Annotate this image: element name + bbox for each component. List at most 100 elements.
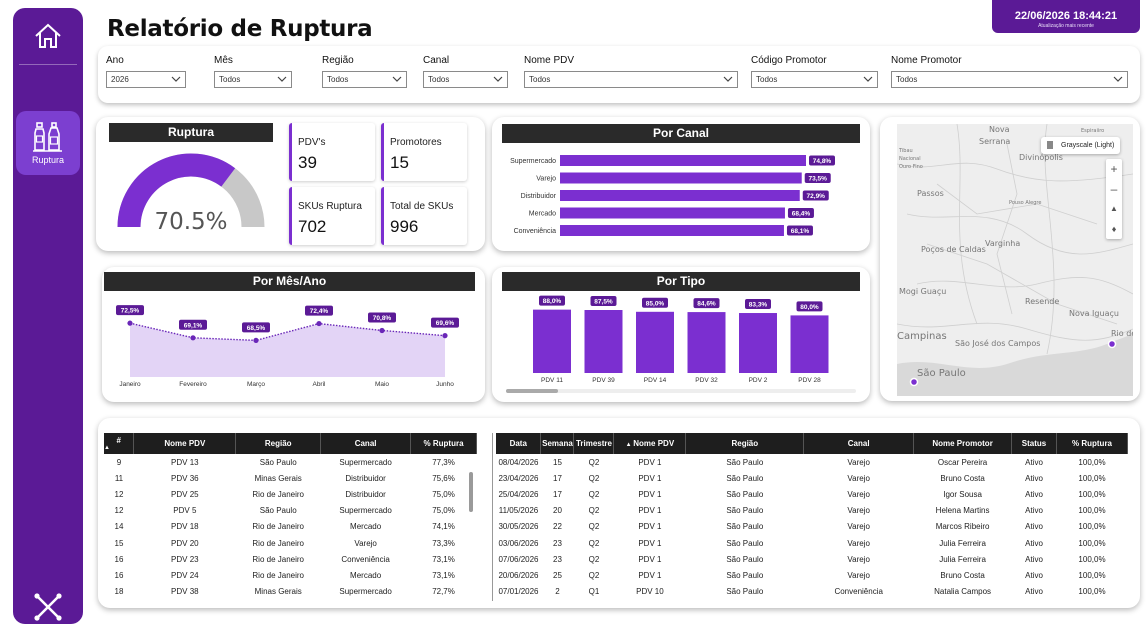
details-table-row[interactable]: 07/01/2026 2 Q1 PDV 10 São Paulo Conveniência… — [496, 584, 1128, 600]
col-canal-2[interactable]: Canal — [803, 433, 915, 454]
col-ruptura[interactable]: % Ruptura — [410, 433, 477, 454]
details-table-row[interactable]: 23/04/2026 17 Q2 PDV 1 São Paulo Varejo Bruno … — [496, 470, 1128, 486]
ranking-table-cell: Mercado — [350, 522, 382, 532]
ranking-table-row[interactable]: 12 PDV 5 São Paulo Supermercado 75,0% — [104, 503, 477, 519]
details-table-row[interactable]: 30/05/2026 22 Q2 PDV 1 São Paulo Varejo Marcos… — [496, 519, 1128, 535]
zoom-in-icon[interactable]: + — [1110, 162, 1118, 176]
map-view[interactable]: Nova Serrana Espiraiiro Tibau Nacional O… — [897, 124, 1133, 396]
filter-ano-select[interactable]: 2026 — [106, 71, 186, 88]
col-nome-promotor[interactable]: Nome Promotor — [913, 433, 1013, 454]
canal-bar[interactable] — [560, 207, 785, 219]
details-table-cell: Ativo — [1025, 587, 1043, 597]
horizontal-scrollbar[interactable] — [506, 389, 856, 393]
filter-nome-pdv-select[interactable]: Todos — [524, 71, 738, 88]
ranking-table-row[interactable]: 9 PDV 13 São Paulo Supermercado 77,3% — [104, 454, 477, 470]
mes-point[interactable] — [253, 337, 259, 343]
filter-regiao-select[interactable]: Todos — [322, 71, 407, 88]
details-header-row: Data Semana Trimestre ▲ Nome PDV Região … — [496, 433, 1128, 454]
map-style-label: Grayscale (Light) — [1061, 142, 1115, 149]
filter-codigo-promotor-label: Código Promotor — [751, 55, 827, 66]
map-marker[interactable] — [1107, 339, 1117, 349]
col-semana[interactable]: Semana — [540, 433, 575, 454]
details-table-cell: Varejo — [847, 554, 870, 564]
col-regiao[interactable]: Região — [235, 433, 322, 454]
canal-data-label: 68,4% — [792, 211, 811, 218]
details-table-cell: PDV 1 — [638, 457, 662, 467]
map-marker[interactable] — [909, 377, 919, 387]
vertical-scrollbar[interactable] — [469, 472, 473, 512]
filter-canal-value: Todos — [428, 75, 450, 84]
ranking-table-cell: PDV 38 — [171, 587, 199, 597]
ranking-table-row[interactable]: 11 PDV 36 Minas Gerais Distribuidor 75,6% — [104, 470, 477, 486]
col-ruptura-2[interactable]: % Ruptura — [1056, 433, 1128, 454]
ranking-table-row[interactable]: 14 PDV 18 Rio de Janeiro Mercado 74,1% — [104, 519, 477, 535]
tipo-bar[interactable] — [636, 311, 674, 373]
ranking-table-row[interactable]: 16 PDV 23 Rio de Janeiro Conveniência 73,1% — [104, 551, 477, 567]
filter-nome-promotor-select[interactable]: Todos — [891, 71, 1128, 88]
home-button[interactable] — [30, 18, 66, 54]
col-nome-pdv[interactable]: Nome PDV — [133, 433, 237, 454]
details-table-row[interactable]: 11/05/2026 20 Q2 PDV 1 São Paulo Varejo Helena… — [496, 503, 1128, 519]
tipo-data-label: 87,5% — [594, 299, 613, 306]
canal-bar[interactable] — [560, 225, 784, 236]
ranking-table-row[interactable]: 18 PDV 38 Minas Gerais Supermercado 72,7% — [104, 584, 477, 600]
por-mes-ano-title: Por Mês/Ano — [104, 272, 475, 291]
ranking-table-cell: 72,7% — [432, 587, 455, 597]
col-regiao-2[interactable]: Região — [685, 433, 805, 454]
mes-point[interactable] — [127, 320, 133, 326]
tipo-bar[interactable] — [739, 313, 777, 373]
details-table-cell: Igor Sousa — [943, 489, 982, 499]
col-nome-pdv-2[interactable]: ▲ Nome PDV — [613, 433, 687, 454]
map-place: Espiraiiro — [1081, 128, 1104, 134]
canal-bar[interactable] — [560, 190, 800, 201]
details-table-row[interactable]: 20/06/2026 25 Q2 PDV 1 São Paulo Varejo Bruno … — [496, 567, 1128, 583]
gauge-title: Ruptura — [109, 123, 273, 142]
details-table-row[interactable]: 07/06/2026 23 Q2 PDV 1 São Paulo Varejo Julia … — [496, 551, 1128, 567]
nav-item-ruptura[interactable]: Ruptura — [16, 111, 80, 175]
filter-mes-select[interactable]: Todos — [214, 71, 292, 88]
details-table-cell: 08/04/2026 — [498, 457, 539, 467]
filter-codigo-promotor-select[interactable]: Todos — [751, 71, 878, 88]
mes-point[interactable] — [190, 335, 196, 341]
ranking-table-row[interactable]: 12 PDV 25 Rio de Janeiro Distribuidor 75,0% — [104, 486, 477, 502]
ranking-table-cell: Minas Gerais — [254, 473, 302, 483]
details-table-row[interactable]: 03/06/2026 23 Q2 PDV 1 São Paulo Varejo Julia … — [496, 535, 1128, 551]
details-table-row[interactable]: 25/04/2026 17 Q2 PDV 1 São Paulo Varejo Igor S… — [496, 486, 1128, 502]
canal-bar[interactable] — [560, 172, 802, 184]
canal-bar[interactable] — [560, 155, 806, 166]
kpi-promotores-value: 15 — [390, 153, 409, 172]
ranking-table-cell: 75,0% — [432, 489, 455, 499]
filter-canal-select[interactable]: Todos — [423, 71, 508, 88]
details-table-cell: Julia Ferreira — [939, 538, 986, 548]
ranking-table-row[interactable]: 15 PDV 20 Rio de Janeiro Varejo 73,3% — [104, 535, 477, 551]
tipo-bar[interactable] — [687, 312, 726, 373]
tables-card: # ▲ Nome PDV Região Canal % Ruptura 9 PDV … — [98, 418, 1140, 608]
tipo-bar[interactable] — [533, 309, 571, 373]
tipo-bar[interactable] — [790, 315, 829, 373]
mes-point[interactable] — [442, 333, 448, 339]
tilt-icon[interactable]: ▲ — [1110, 204, 1118, 213]
mes-point[interactable] — [316, 320, 322, 327]
col-trimestre[interactable]: Trimestre — [573, 433, 615, 454]
tipo-category-label: PDV 11 — [541, 377, 563, 384]
col-status[interactable]: Status — [1011, 433, 1057, 454]
compass-icon[interactable]: ♦ — [1111, 224, 1117, 234]
map-controls: + – ▲ ♦ — [1106, 159, 1122, 239]
tipo-data-label-bg — [539, 295, 565, 306]
zoom-out-icon[interactable]: – — [1110, 182, 1118, 196]
x-logo-icon[interactable] — [33, 592, 63, 622]
col-canal[interactable]: Canal — [320, 433, 412, 454]
ranking-table-row[interactable]: 16 PDV 24 Rio de Janeiro Mercado 73,1% — [104, 567, 477, 583]
col-rank[interactable]: # ▲ — [104, 433, 135, 454]
details-table-row[interactable]: 08/04/2026 15 Q2 PDV 1 São Paulo Varejo Oscar … — [496, 454, 1128, 470]
kpi-skus-ruptura-label: SKUs Ruptura — [298, 201, 362, 212]
tipo-data-label-bg — [796, 301, 823, 312]
canal-data-label: 72,9% — [807, 193, 826, 200]
col-data[interactable]: Data — [496, 433, 542, 454]
mes-point[interactable] — [379, 327, 385, 334]
map-style-button[interactable]: Grayscale (Light) — [1041, 137, 1120, 154]
ranking-table-cell: 16 — [114, 570, 124, 580]
details-table-cell: Ativo — [1025, 506, 1043, 516]
scrollbar-thumb[interactable] — [506, 389, 558, 393]
tipo-bar[interactable] — [584, 310, 623, 373]
